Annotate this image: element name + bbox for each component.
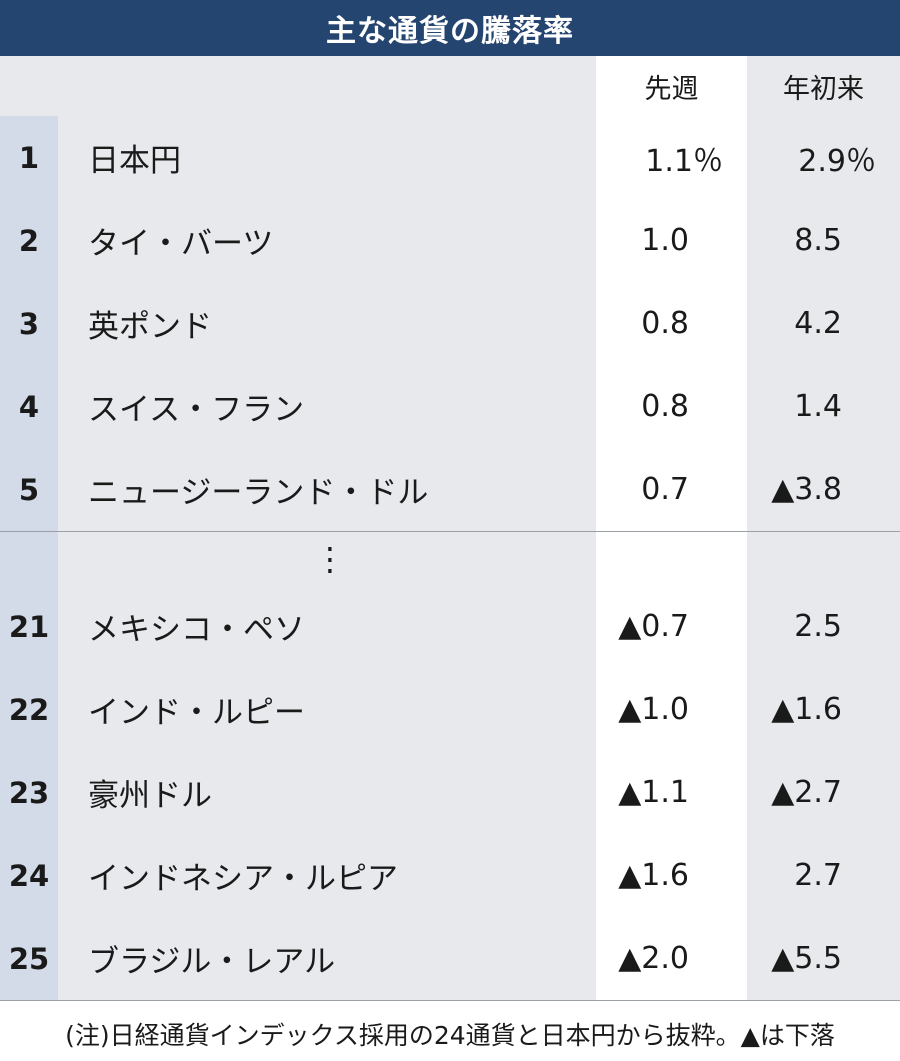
ytd-change: 1.4 xyxy=(747,365,900,448)
rank-cell: 24 xyxy=(0,834,58,917)
ytd-change: 2.9％ xyxy=(747,116,900,199)
ytd-change: ▲5.5 xyxy=(747,917,900,1000)
table-row: 4 スイス・フラン 0.8 1.4 xyxy=(0,365,900,448)
week-change: ▲1.6 xyxy=(596,834,747,917)
currency-name: インドネシア・ルピア xyxy=(58,834,596,917)
table-row: 22 インド・ルピー ▲1.0 ▲1.6 xyxy=(0,668,900,751)
week-change: ▲1.0 xyxy=(596,668,747,751)
rank-cell: 21 xyxy=(0,585,58,668)
currency-name: ニュージーランド・ドル xyxy=(58,448,596,531)
header-name-cell xyxy=(58,56,596,116)
ytd-change: 4.2 xyxy=(747,282,900,365)
table-row: 21 メキシコ・ペソ ▲0.7 2.5 xyxy=(0,585,900,668)
row-divider xyxy=(0,1000,900,1001)
rank-cell: 2 xyxy=(0,199,58,282)
header-ytd: 年初来 xyxy=(747,56,900,116)
currency-name: 英ポンド xyxy=(58,282,596,365)
table-row: 1 日本円 1.1％ 2.9％ xyxy=(0,116,900,199)
currency-name: 日本円 xyxy=(58,116,596,199)
rank-cell: 5 xyxy=(0,448,58,531)
rank-cell: 25 xyxy=(0,917,58,1000)
footnote: (注)日経通貨インデックス採用の24通貨と日本円から抜粋。▲は下落 xyxy=(0,1007,900,1061)
currency-name: スイス・フラン xyxy=(58,365,596,448)
table-row: 5 ニュージーランド・ドル 0.7 ▲3.8 xyxy=(0,448,900,531)
week-change: 0.7 xyxy=(596,448,747,531)
currency-name: インド・ルピー xyxy=(58,668,596,751)
week-change: 1.0 xyxy=(596,199,747,282)
currency-name: ブラジル・レアル xyxy=(58,917,596,1000)
currency-name: 豪州ドル xyxy=(58,751,596,834)
ellipsis-ytd-cell xyxy=(747,532,900,585)
table-row: 23 豪州ドル ▲1.1 ▲2.7 xyxy=(0,751,900,834)
ytd-change: ▲3.8 xyxy=(747,448,900,531)
ellipsis-name-cell xyxy=(58,532,596,585)
table-header: 先週 年初来 xyxy=(0,56,900,116)
rank-cell: 3 xyxy=(0,282,58,365)
week-change: 0.8 xyxy=(596,365,747,448)
ellipsis-week-cell xyxy=(596,532,747,585)
currency-name: メキシコ・ペソ xyxy=(58,585,596,668)
header-rank-cell xyxy=(0,56,58,116)
week-change: ▲2.0 xyxy=(596,917,747,1000)
rank-cell: 22 xyxy=(0,668,58,751)
header-week: 先週 xyxy=(596,56,747,116)
week-change: ▲0.7 xyxy=(596,585,747,668)
rank-cell: 4 xyxy=(0,365,58,448)
week-change: 0.8 xyxy=(596,282,747,365)
ytd-change: 8.5 xyxy=(747,199,900,282)
week-change: ▲1.1 xyxy=(596,751,747,834)
table-row: 24 インドネシア・ルピア ▲1.6 2.7 xyxy=(0,834,900,917)
rank-cell: 23 xyxy=(0,751,58,834)
currency-name: タイ・バーツ xyxy=(58,199,596,282)
table-row: 25 ブラジル・レアル ▲2.0 ▲5.5 xyxy=(0,917,900,1000)
ellipsis-rank-cell xyxy=(0,532,58,585)
ytd-change: ▲2.7 xyxy=(747,751,900,834)
rank-cell: 1 xyxy=(0,116,58,199)
ellipsis-row: ⋮ xyxy=(0,532,900,585)
chart-title: 主な通貨の騰落率 xyxy=(0,0,900,56)
ytd-change: 2.7 xyxy=(747,834,900,917)
ytd-change: 2.5 xyxy=(747,585,900,668)
table-row: 3 英ポンド 0.8 4.2 xyxy=(0,282,900,365)
ellipsis-mark: ⋮ xyxy=(314,539,346,578)
row-divider xyxy=(0,531,900,532)
table-row: 2 タイ・バーツ 1.0 8.5 xyxy=(0,199,900,282)
ytd-change: ▲1.6 xyxy=(747,668,900,751)
week-change: 1.1％ xyxy=(596,116,747,199)
